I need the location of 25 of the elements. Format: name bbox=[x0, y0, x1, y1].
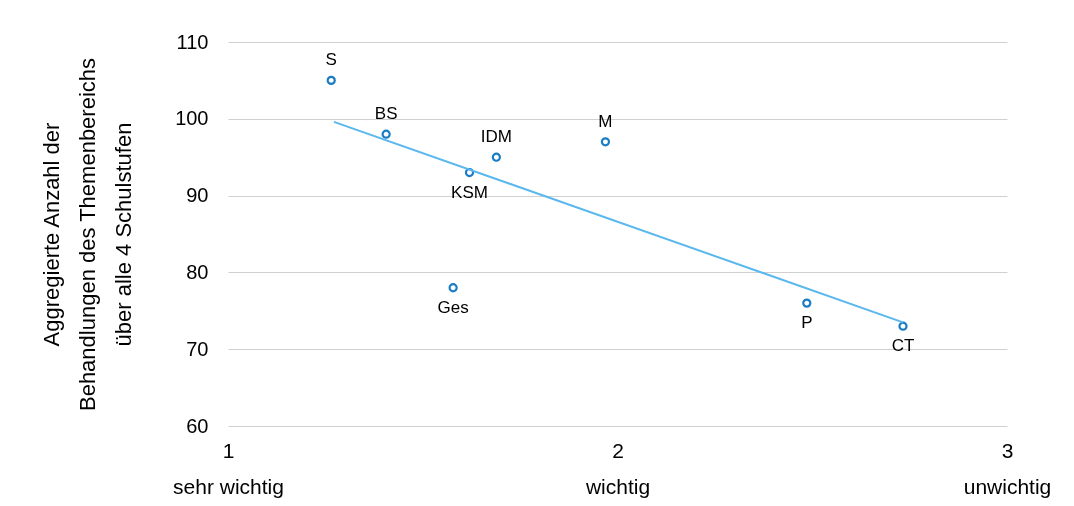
point bbox=[600, 137, 611, 147]
point bbox=[448, 283, 458, 293]
y-axis-title: Aggregierte Anzahl der Behandlungen des Themenbereichs über alle 4 Schulstufen bbox=[38, 57, 136, 412]
annotation: Ges bbox=[437, 297, 469, 317]
y-tick-label: 110 bbox=[176, 30, 209, 53]
x-tick-label: 1 sehr wichtig bbox=[173, 438, 284, 498]
point bbox=[898, 321, 908, 331]
annotation: CT bbox=[891, 336, 915, 356]
annotation: P bbox=[801, 313, 813, 333]
annotation: BS bbox=[374, 104, 398, 124]
point bbox=[802, 298, 812, 308]
y-tick-label: 90 bbox=[186, 184, 209, 207]
point bbox=[491, 152, 501, 162]
point bbox=[381, 129, 391, 139]
point bbox=[326, 75, 336, 86]
annotation: M bbox=[598, 111, 613, 131]
y-tick-label: 80 bbox=[186, 260, 209, 283]
x-tick-label: 2 wichtig bbox=[584, 438, 651, 498]
y-tick-label: 70 bbox=[186, 337, 209, 360]
y-tick-label: 100 bbox=[175, 107, 209, 130]
x-tick-label: 3 unwichtig bbox=[963, 438, 1052, 498]
y-tick-label: 60 bbox=[186, 414, 209, 437]
annotation: S bbox=[325, 50, 337, 70]
annotation: IDM bbox=[480, 127, 512, 147]
annotation: KSM bbox=[451, 182, 488, 202]
